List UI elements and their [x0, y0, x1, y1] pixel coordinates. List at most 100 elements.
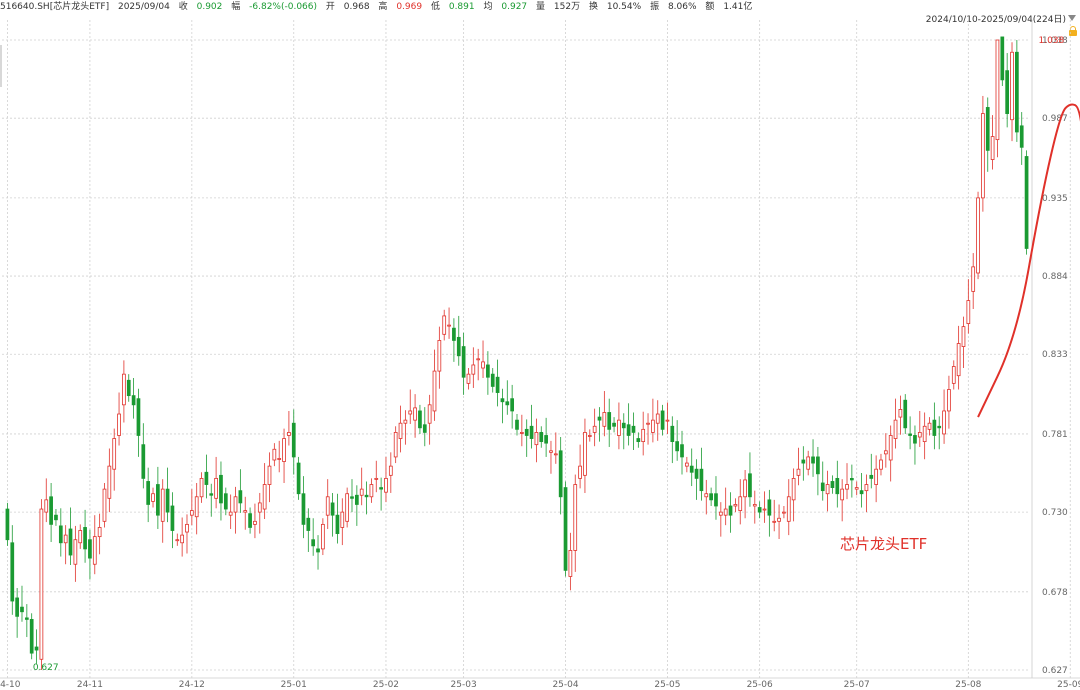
- candle-body: [752, 504, 757, 507]
- candle-body: [102, 488, 107, 522]
- candle-body: [379, 487, 383, 490]
- candle-body: [54, 514, 58, 521]
- candle-body: [733, 504, 738, 507]
- candle-body: [553, 453, 558, 456]
- candle-body: [495, 376, 500, 393]
- amount-field: 额 1.41亿: [705, 2, 753, 12]
- candle-body: [345, 493, 349, 522]
- candle-body: [519, 432, 524, 434]
- candle-body: [772, 520, 777, 523]
- candle-body: [675, 441, 680, 452]
- candle-body: [277, 458, 282, 460]
- candle-body: [175, 539, 180, 542]
- candle-body: [573, 484, 578, 551]
- candle-body: [617, 419, 621, 436]
- candle-body: [607, 412, 612, 430]
- x-tick-label: 24-12: [179, 680, 205, 690]
- quote-header: 516640.SH[芯片龙头ETF] 2025/09/04 收 0.902 幅 …: [0, 0, 1080, 14]
- date-range-selector[interactable]: 2024/10/10-2025/09/04(224日): [925, 15, 1066, 25]
- candle-body: [486, 364, 490, 378]
- x-tick-label: 25-05: [654, 680, 680, 690]
- candle-body: [670, 425, 675, 443]
- candle-body: [612, 422, 616, 427]
- candle-body: [820, 482, 825, 492]
- candle-body: [476, 358, 481, 361]
- candle-body: [854, 487, 859, 490]
- candle-body: [432, 370, 437, 412]
- candle-body: [913, 435, 917, 444]
- candle-body: [985, 107, 990, 151]
- candle-body: [767, 499, 772, 516]
- candle-body: [743, 479, 747, 498]
- candle-body: [301, 493, 306, 525]
- candle-body: [947, 389, 951, 412]
- candle-body: [272, 448, 277, 461]
- candle-body: [937, 425, 942, 429]
- candle-body: [194, 496, 199, 518]
- candle-body: [626, 424, 631, 436]
- candle-body: [563, 487, 568, 571]
- candle-body: [238, 490, 243, 504]
- candle-body: [869, 474, 874, 479]
- turnover-field: 换 10.54%: [588, 2, 642, 12]
- candle-body: [228, 511, 233, 516]
- candle-body: [291, 422, 296, 458]
- candle-body: [223, 493, 228, 510]
- candle-body: [636, 438, 641, 443]
- candle-body: [1015, 51, 1019, 133]
- candle-body: [592, 425, 597, 433]
- candle-body: [88, 539, 92, 559]
- candle-body: [874, 468, 878, 485]
- candle-body: [214, 477, 218, 499]
- candle-body: [92, 536, 97, 565]
- x-tick-label: 25-02: [373, 680, 399, 690]
- candle-body: [481, 361, 485, 369]
- candle-body: [995, 39, 1000, 141]
- y-tick-label: 0.987: [1042, 114, 1068, 124]
- x-tick-label: 24-10: [0, 680, 21, 690]
- candle-body: [971, 266, 976, 292]
- min-value-label: 0.627: [33, 663, 59, 673]
- candle-body: [1010, 51, 1014, 121]
- candle-body: [840, 488, 845, 501]
- chart-annotation: 芯片龙头ETF: [840, 535, 928, 553]
- candle-body: [879, 459, 883, 470]
- candle-body: [927, 422, 932, 430]
- candle-body: [845, 484, 849, 490]
- candle-body: [126, 379, 131, 397]
- candle-body: [888, 435, 893, 461]
- candle-body: [932, 419, 937, 436]
- candle-body: [515, 419, 519, 430]
- candle-body: [816, 456, 820, 475]
- candle-body: [437, 340, 442, 372]
- volume-field: 量 152万: [536, 2, 581, 12]
- candle-body: [10, 542, 15, 602]
- candle-body: [156, 484, 160, 516]
- dropdown-arrow-icon[interactable]: [1068, 15, 1076, 21]
- candle-body: [403, 419, 408, 424]
- candle-body: [408, 410, 413, 415]
- candle-body: [738, 496, 743, 511]
- candle-body: [942, 410, 946, 435]
- candle-body: [5, 508, 10, 541]
- candle-body: [267, 465, 272, 485]
- quote-date: 2025/09/04: [117, 2, 170, 12]
- candle-body: [136, 398, 141, 436]
- candle-body: [689, 465, 694, 473]
- side-panel-handle[interactable]: [0, 45, 2, 87]
- candle-body: [180, 534, 184, 544]
- candle-body: [422, 424, 427, 433]
- candle-body: [466, 373, 471, 384]
- candle-body: [189, 510, 194, 516]
- candle-body: [655, 413, 660, 424]
- candle-body: [335, 514, 340, 534]
- avg-field: 均 0.927: [483, 2, 528, 12]
- max-value-label: 1.038: [1038, 36, 1064, 46]
- candle-body: [680, 444, 684, 458]
- candle-body: [248, 513, 252, 528]
- candle-body: [757, 507, 762, 513]
- candle-body: [418, 410, 422, 429]
- security-code: 516640.SH[芯片龙头ETF]: [0, 2, 110, 12]
- candle-body: [388, 465, 393, 476]
